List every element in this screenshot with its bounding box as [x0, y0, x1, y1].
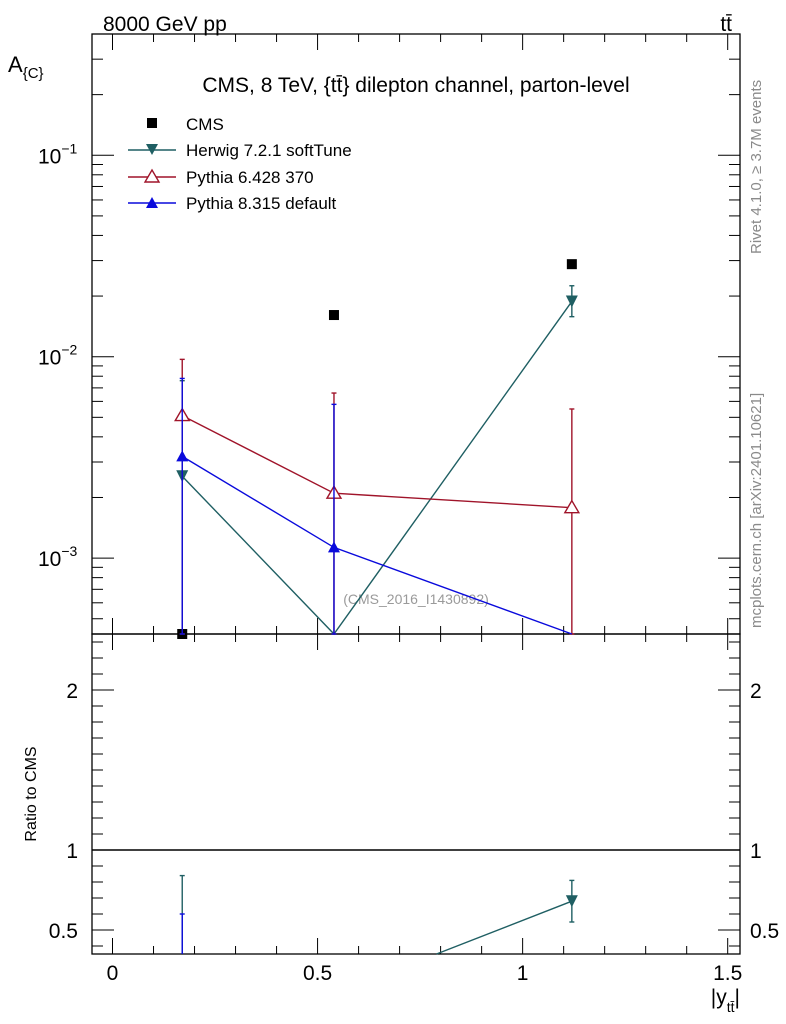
mcplots-credit-label: mcplots.cern.ch [arXiv:2401.10621]: [748, 393, 765, 628]
x-tick-label: 0.5: [303, 962, 332, 985]
main-ytick-label: 10−2: [38, 342, 78, 370]
series-line: [181, 301, 573, 636]
ratio-ytick-label-left: 0.5: [49, 920, 78, 943]
series-herwig-7-2-1-softtune: [176, 285, 578, 636]
legend-marker-triangle-up: [146, 197, 158, 208]
main-ylabel: A{C}: [8, 52, 44, 82]
ratio-ytick-label-left: 1: [66, 840, 78, 863]
ratio-ytick-label-right: 2: [750, 680, 762, 703]
ratio-ticks: 0.5 0.5 1 1 2 2 0 0.5 1 1.5: [49, 634, 779, 985]
legend-label-pythia6: Pythia 6.428 370: [186, 168, 314, 187]
legend-entry-pythia8: Pythia 8.315 default: [128, 194, 337, 213]
data-point: [176, 450, 189, 462]
legend-entry-pythia6: Pythia 6.428 370: [128, 168, 314, 187]
legend-entry-cms: CMS: [147, 115, 224, 134]
ratio-line: [436, 900, 573, 955]
data-point: [328, 310, 339, 321]
ratio-ytick-label-right: 1: [750, 840, 762, 863]
x-tick-label: 1.5: [713, 962, 742, 985]
ratio-plot-data: [92, 849, 740, 955]
legend-marker-square: [147, 118, 157, 128]
data-point: [565, 295, 578, 308]
legend-label-cms: CMS: [186, 115, 224, 134]
legend-marker-triangle-open: [143, 168, 161, 183]
series-cms: [177, 259, 577, 639]
x-tick-label: 0: [107, 962, 119, 985]
rivet-version-label: Rivet 4.1.0, ≥ 3.7M events: [748, 80, 765, 254]
ratio-data-point: [565, 895, 578, 908]
main-ytick-label: 10−3: [38, 543, 78, 571]
data-point: [566, 259, 577, 270]
ratio-series-pythia-8-315-default: [179, 913, 185, 954]
ratio-ytick-label-left: 2: [66, 680, 78, 703]
legend: CMS Herwig 7.2.1 softTune Pythia 6.428 3…: [128, 115, 352, 213]
main-ytick-label: 10−1: [38, 140, 78, 168]
analysis-watermark: (CMS_2016_I1430892): [343, 591, 489, 607]
main-y-ticks: 10−1 10−2 10−3: [38, 33, 740, 634]
legend-marker-triangle-down: [146, 144, 158, 155]
main-title: CMS, 8 TeV, {tt̄} dilepton channel, part…: [202, 74, 629, 97]
x-axis-label: |ytt̄|: [711, 986, 740, 1015]
legend-label-pythia8: Pythia 8.315 default: [186, 194, 337, 213]
ratio-ylabel: Ratio to CMS: [23, 746, 40, 841]
header-right: tt̄: [720, 13, 732, 36]
header-left: 8000 GeV pp: [103, 13, 227, 36]
x-tick-label: 1: [517, 962, 529, 985]
ratio-plot-frame: [91, 633, 741, 955]
ratio-series-herwig-7-2-1-softtune: [179, 874, 578, 955]
data-point: [563, 499, 581, 514]
ratio-ytick-label-right: 0.5: [750, 920, 779, 943]
data-point: [327, 541, 340, 553]
series-line: [181, 414, 572, 509]
legend-label-herwig: Herwig 7.2.1 softTune: [186, 141, 352, 160]
series-line: [181, 455, 573, 635]
main-plot-data: [174, 259, 581, 639]
series-pythia-8-315-default: [176, 377, 573, 635]
legend-entry-herwig: Herwig 7.2.1 softTune: [128, 141, 352, 160]
